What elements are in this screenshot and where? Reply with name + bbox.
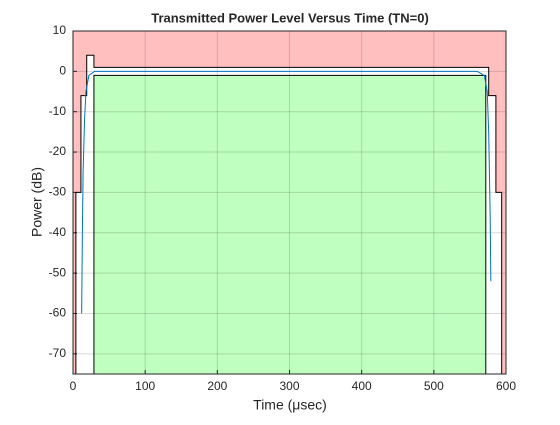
series-line (75, 54, 503, 374)
x-tick-label: 0 (70, 379, 77, 393)
series-line (93, 74, 487, 374)
x-tick-label: 400 (352, 379, 372, 393)
y-tick-label: -70 (49, 346, 67, 360)
x-tick-label: 100 (135, 379, 155, 393)
y-tick-label: -30 (49, 185, 67, 199)
series-line (81, 70, 492, 314)
y-tick-label: 0 (59, 64, 66, 78)
x-axis-label: Time (μsec) (253, 397, 327, 413)
y-tick-label: 10 (53, 23, 67, 37)
y-tick-label: -50 (49, 265, 67, 279)
mask-fill (501, 31, 506, 374)
mask-fill (93, 75, 486, 374)
x-tick-label: 200 (207, 379, 227, 393)
axes-box (72, 30, 507, 375)
mask-fill (75, 31, 502, 374)
x-tick-label: 500 (424, 379, 444, 393)
y-axis-label: Power (dB) (29, 167, 45, 237)
mask-fill (73, 31, 76, 374)
x-tick-label: 300 (279, 379, 299, 393)
x-tick-label: 600 (496, 379, 516, 393)
y-tick-label: -10 (49, 104, 67, 118)
y-tick-label: -60 (49, 306, 67, 320)
chart-title: Transmitted Power Level Versus Time (TN=… (151, 10, 429, 25)
y-tick-label: -40 (49, 225, 67, 239)
y-tick-label: -20 (49, 144, 67, 158)
